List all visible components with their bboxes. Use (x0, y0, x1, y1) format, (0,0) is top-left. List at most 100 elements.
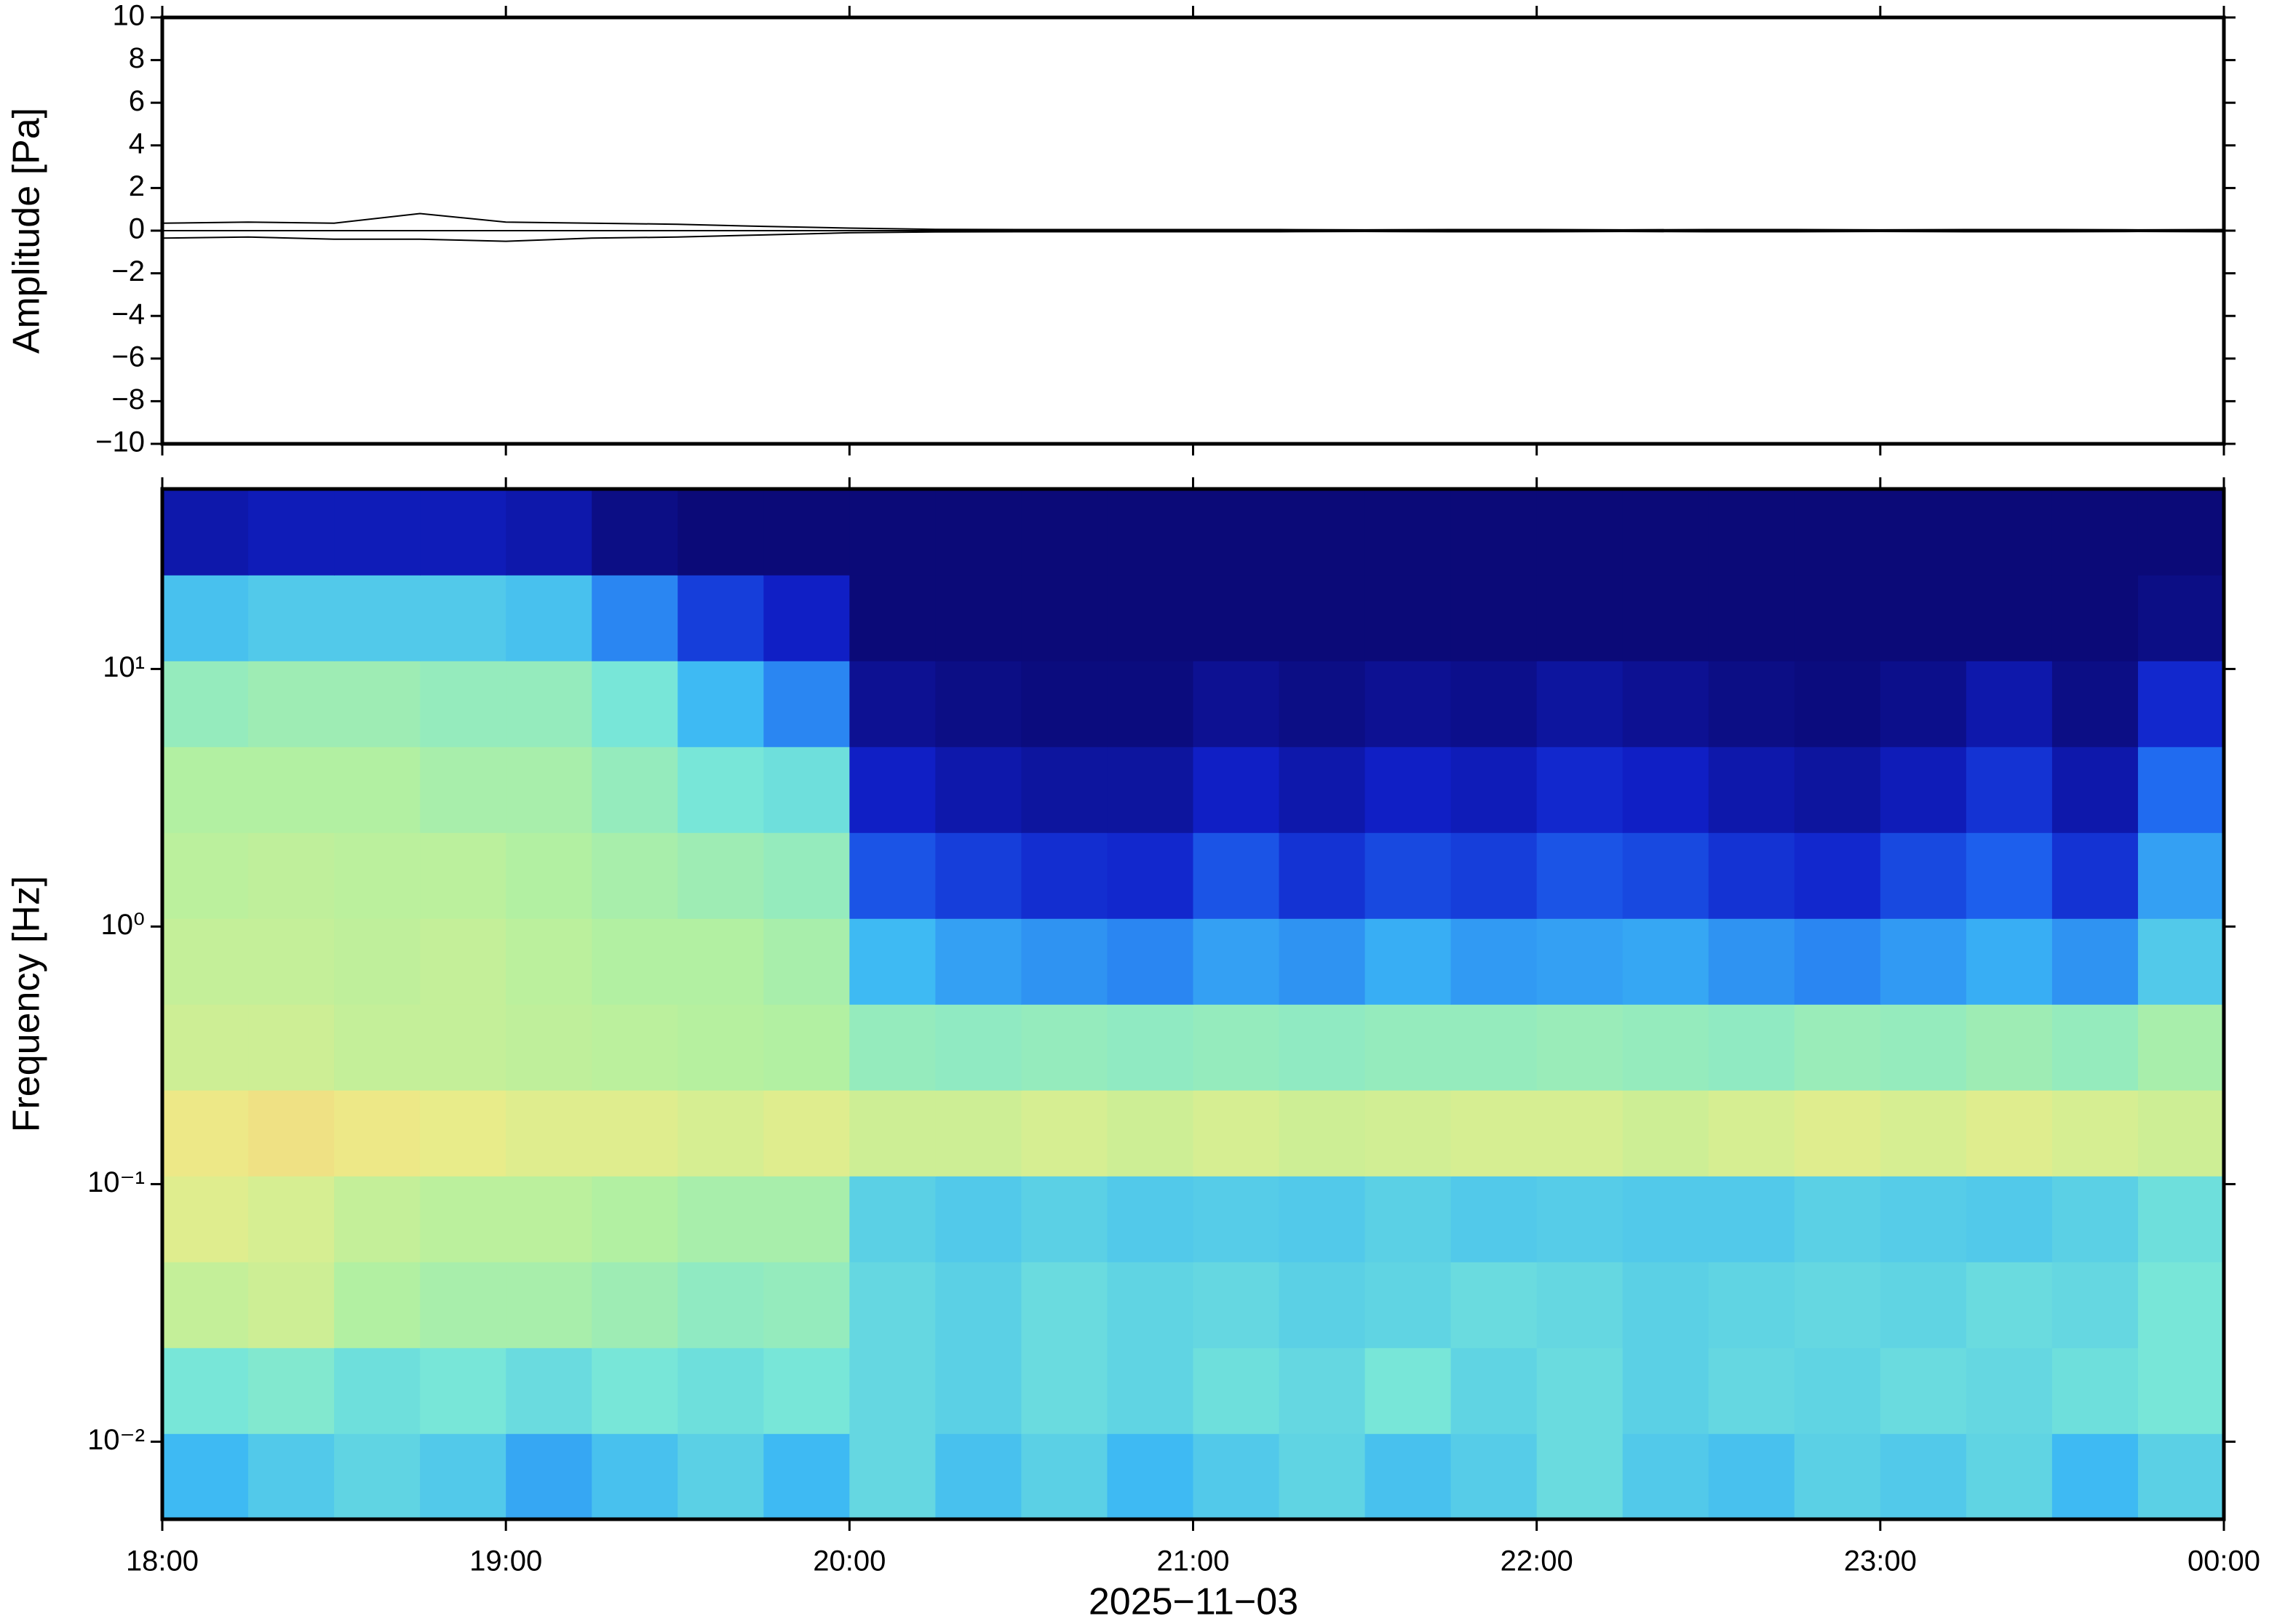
spectrogram-cell (1364, 661, 1452, 747)
spectrogram-cell (1966, 1348, 2053, 1434)
x-tick-label: 21:00 (1156, 1545, 1229, 1577)
spectrogram-cell (248, 1262, 335, 1348)
spectrogram-cell (1708, 1090, 1795, 1177)
spectrogram-cell (1880, 747, 1967, 833)
waveform (162, 212, 2225, 231)
spectrogram-cell (1193, 918, 1280, 1005)
spectrogram-cell (1794, 661, 1881, 747)
spectrogram-cell (1021, 832, 1108, 919)
spectrogram-cell (1880, 918, 1967, 1005)
spectrogram-cell (677, 661, 765, 747)
spectrogram-cell (1966, 918, 2053, 1005)
spectrogram-cell (420, 661, 506, 747)
spectrogram-cell (1536, 1348, 1624, 1434)
spectrogram-cell (1794, 1090, 1881, 1177)
spectrogram-cell (1107, 747, 1194, 833)
spectrogram-cell (592, 489, 679, 576)
spectrogram-cell (1708, 1433, 1795, 1520)
spectrogram-cell (849, 1433, 937, 1520)
spectrogram-cell (1536, 1004, 1624, 1091)
spectrogram-cell (1622, 1433, 1709, 1520)
spectrogram-cell (248, 918, 335, 1005)
spectrogram-cell (1107, 575, 1194, 661)
spectrogram-cell (1279, 489, 1366, 576)
spectrogram-cell (2137, 1262, 2225, 1348)
spectrogram-cell (935, 489, 1022, 576)
spectrogram-cell (1021, 747, 1108, 833)
spectrogram-cell (1021, 661, 1108, 747)
spectrogram-cell (1880, 575, 1967, 661)
spectrogram-cell (248, 1176, 335, 1262)
spectrogram-cell (935, 1348, 1022, 1434)
spectrogram-cell (248, 1348, 335, 1434)
spectrogram-cell (849, 489, 937, 576)
spectrogram-cell (1794, 575, 1881, 661)
spectrogram-cell (248, 661, 335, 747)
spectrogram-cell (1450, 1090, 1538, 1177)
spectrogram-cell (334, 1433, 421, 1520)
spectrogram-cell (2137, 1004, 2225, 1091)
spectrogram-cell (1364, 747, 1452, 833)
spectrogram-cell (1708, 575, 1795, 661)
spectrogram-cell (420, 1176, 506, 1262)
spectrogram-cell (506, 832, 593, 919)
spectrogram-cell (506, 1004, 593, 1091)
spectrogram-cell (248, 489, 335, 576)
spectrogram-cell (592, 1262, 679, 1348)
spectrogram-cell (1107, 918, 1194, 1005)
spectrogram-cell (420, 1004, 506, 1091)
spectrogram-cell (2051, 1176, 2139, 1262)
x-tick-label: 20:00 (813, 1545, 886, 1577)
spectrogram-cell (1536, 1090, 1624, 1177)
spectrogram-cell (1450, 1176, 1538, 1262)
spectrogram-cell (763, 1090, 851, 1177)
spectrogram-cell (1193, 489, 1280, 576)
spectrogram-cell (1279, 661, 1366, 747)
spectrogram-cell (1364, 1090, 1452, 1177)
spectrogram-cell (1193, 661, 1280, 747)
spectrogram-cell (506, 575, 593, 661)
spectrogram-cell (2137, 747, 2225, 833)
plot-frame (160, 487, 2226, 1521)
spectrogram-cell (1622, 832, 1709, 919)
spectrogram-cell (1966, 1090, 2053, 1177)
spectrogram-cell (677, 1090, 765, 1177)
spectrogram-cell (420, 1262, 506, 1348)
spectrogram-cell (1708, 1004, 1795, 1091)
spectrogram-cell (849, 1262, 937, 1348)
spectrogram-cell (677, 575, 765, 661)
spectrogram-cell (162, 918, 249, 1005)
spectrogram-cell (1966, 575, 2053, 661)
spectrogram-cell (1536, 747, 1624, 833)
spectrogram-cell (1107, 1090, 1194, 1177)
spectrogram-cell (677, 1176, 765, 1262)
spectrogram-cell (506, 1262, 593, 1348)
spectrogram-cell (1450, 747, 1538, 833)
y-axis-title: Amplitude [Pa] (6, 108, 48, 354)
spectrogram-cell (935, 1262, 1022, 1348)
spectrogram-cell (1279, 832, 1366, 919)
spectrogram-cell (2137, 575, 2225, 661)
y-tick-label: 10¹ (103, 651, 145, 683)
spectrogram-cell (1880, 1004, 1967, 1091)
spectrogram-cell (1794, 918, 1881, 1005)
spectrogram-cell (420, 489, 506, 576)
spectrogram-cell (763, 1262, 851, 1348)
spectrogram-cell (849, 1348, 937, 1434)
spectrogram-cell (677, 1348, 765, 1434)
spectrogram-cell (1708, 489, 1795, 576)
spectrogram-cell (1622, 1004, 1709, 1091)
spectrogram-cell (849, 661, 937, 747)
spectrogram-cell (162, 1176, 249, 1262)
spectrogram-cell (1364, 489, 1452, 576)
spectrogram-cell (677, 918, 765, 1005)
spectrogram-cell (592, 661, 679, 747)
y-tick-label: 2 (129, 170, 145, 202)
spectrogram-cell (2137, 489, 2225, 576)
spectrogram-cell (1364, 1348, 1452, 1434)
spectrogram-cell (1536, 661, 1624, 747)
y-axis-title: Frequency [Hz] (6, 876, 48, 1133)
y-tick-label: 10⁻² (87, 1424, 145, 1456)
spectrogram-cell (1450, 1004, 1538, 1091)
